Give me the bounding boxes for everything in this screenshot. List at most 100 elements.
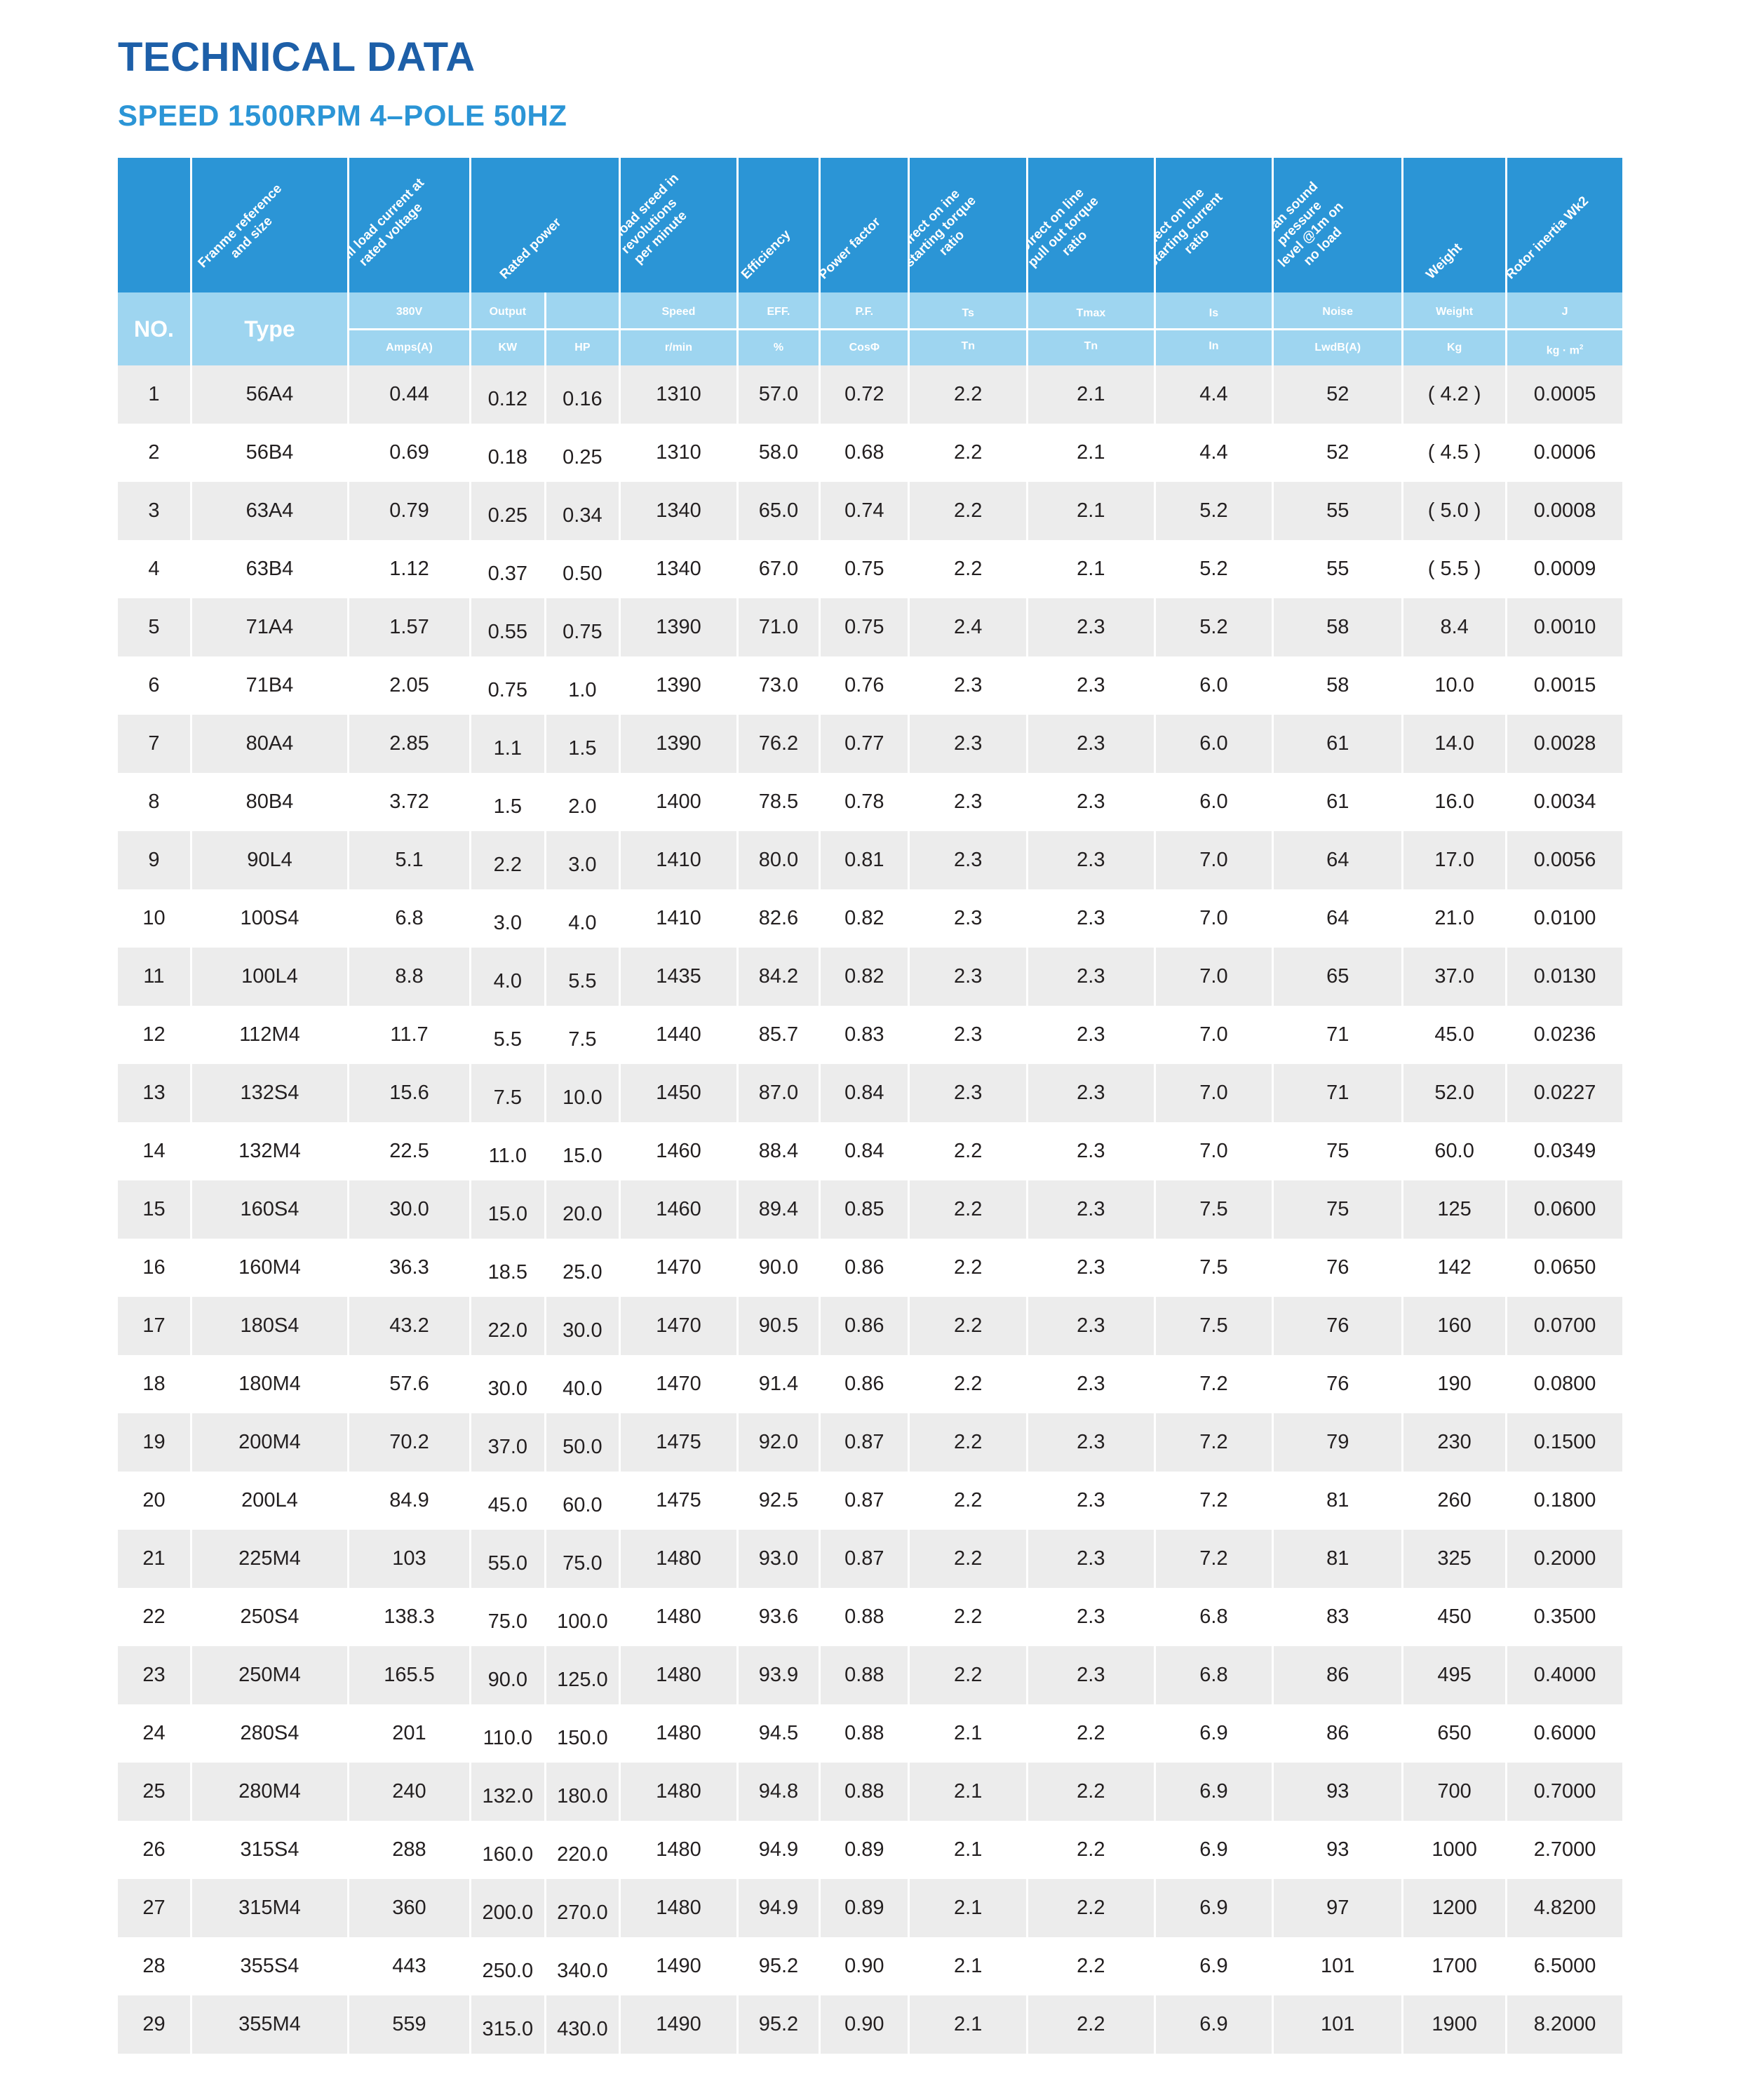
subheader-kw-stack: Output KW — [471, 294, 544, 365]
table-cell: 5.2 — [1154, 482, 1274, 540]
table-cell: 16.0 — [1402, 773, 1508, 831]
subheader-is-top: Is — [1155, 294, 1272, 330]
table-cell: 93.6 — [737, 1588, 821, 1646]
table-cell: ( 5.5 ) — [1402, 540, 1508, 598]
table-cell: 0.86 — [819, 1297, 910, 1355]
table-cell: 4 — [118, 540, 192, 598]
rot-label-starting-current: Diect on line starting current ratio — [1154, 185, 1226, 271]
table-cell: 0.88 — [819, 1704, 910, 1763]
table-cell: 2.3 — [1027, 1355, 1156, 1413]
table-cell: 18 — [118, 1355, 192, 1413]
table-cell: 280S4 — [191, 1704, 349, 1763]
table-cell: 2.3 — [1027, 948, 1156, 1006]
rot-label-power-factor: Power factor — [819, 214, 884, 283]
table-cell: 0.85 — [819, 1180, 910, 1239]
table-cell: 0.3500 — [1506, 1588, 1622, 1646]
table-cell: 0.84 — [819, 1064, 910, 1122]
table-cell: 6.8 — [1154, 1588, 1274, 1646]
table-cell: 7.5 — [1154, 1239, 1274, 1297]
table-cell: 270.0 — [545, 1879, 621, 1937]
table-cell: 17.0 — [1402, 831, 1508, 889]
table-cell: 2.2 — [1027, 1763, 1156, 1821]
table-cell: 95.2 — [737, 1937, 821, 1995]
table-cell: 1470 — [619, 1355, 739, 1413]
table-cell: 2.3 — [1027, 598, 1156, 656]
page-subtitle: SPEED 1500RPM 4–POLE 50HZ — [118, 99, 567, 132]
table-cell: 7.5 — [1154, 1297, 1274, 1355]
table-cell: 92.0 — [737, 1413, 821, 1472]
table-row: 25 280M4 240 132.0 180.0 1480 94.8 0.88 2.1 2.2 6.… — [118, 1763, 1622, 1821]
subheader-j-stack: J kg · m2 — [1507, 294, 1622, 365]
subheader-ts: Ts Tn — [908, 292, 1029, 365]
table-cell: 7 — [118, 715, 192, 773]
table-cell: 2.3 — [1027, 1122, 1156, 1180]
table-cell: 1460 — [619, 1180, 739, 1239]
table-cell: 67.0 — [737, 540, 821, 598]
table-cell: 7.0 — [1154, 1122, 1274, 1180]
table-cell: 0.79 — [348, 482, 472, 540]
table-cell: 250M4 — [191, 1646, 349, 1704]
table-row: 11 100L4 8.8 4.0 5.5 1435 84.2 0.82 2.3 2.3 7.0 65 3… — [118, 948, 1622, 1006]
table-cell: 0.84 — [819, 1122, 910, 1180]
table-cell: 37.0 — [470, 1413, 546, 1472]
table-cell: 1400 — [619, 773, 739, 831]
table-row: 10 100S4 6.8 3.0 4.0 1410 82.6 0.82 2.3 2.3 7.0 64 2… — [118, 889, 1622, 948]
table-cell: 100L4 — [191, 948, 349, 1006]
subheader-hp-bot: HP — [574, 341, 591, 353]
table-cell: 82.6 — [737, 889, 821, 948]
table-cell: 101 — [1272, 1937, 1404, 1995]
table-cell: 1450 — [619, 1064, 739, 1122]
table-cell: 94.5 — [737, 1704, 821, 1763]
table-cell: 0.0056 — [1506, 831, 1622, 889]
table-cell: 0.88 — [819, 1763, 910, 1821]
table-cell: 100.0 — [545, 1588, 621, 1646]
table-cell: 2.2 — [908, 1355, 1029, 1413]
table-cell: 1340 — [619, 482, 739, 540]
table-cell: 315S4 — [191, 1821, 349, 1879]
table-cell: 2.3 — [1027, 656, 1156, 715]
table-cell: 443 — [348, 1937, 472, 1995]
table-cell: 21 — [118, 1530, 192, 1588]
table-cell: 1 — [118, 365, 192, 424]
table-row: 5 71A4 1.57 0.55 0.75 1390 71.0 0.75 2.4 2.3 5.2 58… — [118, 598, 1622, 656]
table-cell: 20.0 — [545, 1180, 621, 1239]
table-row: 22 250S4 138.3 75.0 100.0 1480 93.6 0.88 2.2 2.3 6… — [118, 1588, 1622, 1646]
subheader-output-top: Output — [471, 294, 544, 330]
table-cell: 160 — [1402, 1297, 1508, 1355]
table-cell: 2.2 — [908, 1646, 1029, 1704]
table-cell: 325 — [1402, 1530, 1508, 1588]
subheader-pf-stack: P.F. CosΦ — [821, 294, 908, 365]
table-cell: 2.1 — [1027, 424, 1156, 482]
table-cell: ( 4.5 ) — [1402, 424, 1508, 482]
table-cell: 25.0 — [545, 1239, 621, 1297]
table-cell: 15.0 — [545, 1122, 621, 1180]
table-row: 16 160M4 36.3 18.5 25.0 1470 90.0 0.86 2.2 2.3 7.5… — [118, 1239, 1622, 1297]
table-cell: 0.37 — [470, 540, 546, 598]
subheader-amps-stack: 380V Amps(A) — [349, 294, 470, 365]
table-cell: 2.05 — [348, 656, 472, 715]
table-cell: 260 — [1402, 1472, 1508, 1530]
table-cell: 71 — [1272, 1006, 1404, 1064]
subheader-output-top-2 — [546, 294, 619, 330]
table-cell: 2.3 — [1027, 715, 1156, 773]
table-cell: 6.9 — [1154, 1704, 1274, 1763]
table-cell: 0.55 — [470, 598, 546, 656]
table-cell: 2.3 — [908, 889, 1029, 948]
table-cell: 2.3 — [908, 948, 1029, 1006]
table-cell: 495 — [1402, 1646, 1508, 1704]
table-cell: 0.0005 — [1506, 365, 1622, 424]
table-cell: 60.0 — [1402, 1122, 1508, 1180]
table-cell: 0.90 — [819, 1995, 910, 2054]
table-cell: 2.2 — [1027, 1821, 1156, 1879]
table-cell: 10.0 — [1402, 656, 1508, 715]
table-cell: 2.3 — [908, 715, 1029, 773]
subheader-ts-top: Ts — [910, 294, 1027, 330]
table-cell: 10.0 — [545, 1064, 621, 1122]
table-cell: 1480 — [619, 1530, 739, 1588]
table-cell: 6.0 — [1154, 773, 1274, 831]
table-cell: 2.2 — [908, 1413, 1029, 1472]
table-row: 18 180M4 57.6 30.0 40.0 1470 91.4 0.86 2.2 2.3 7.2… — [118, 1355, 1622, 1413]
table-cell: 2.1 — [908, 1704, 1029, 1763]
table-cell: 1.5 — [470, 773, 546, 831]
subheader-noise-bot: LwdB(A) — [1314, 341, 1361, 353]
